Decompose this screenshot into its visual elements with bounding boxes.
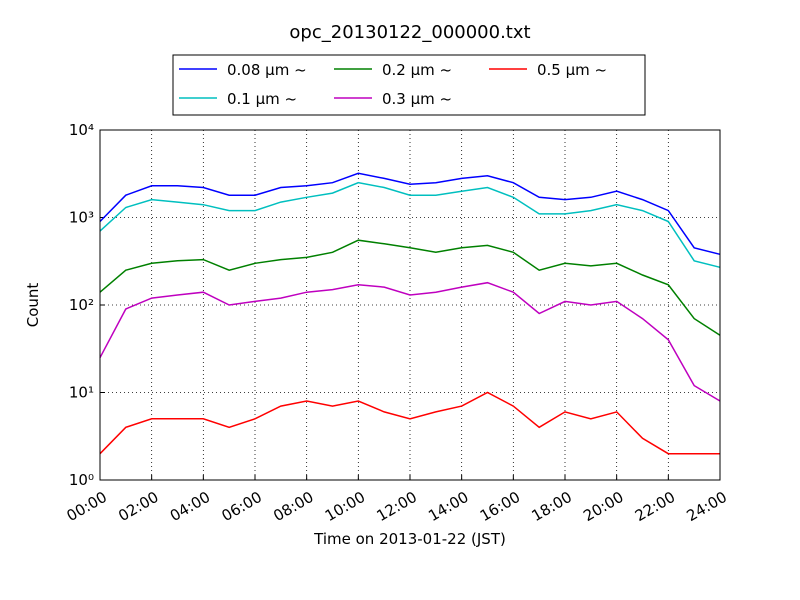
legend-label: 0.5 μm ~ (537, 61, 607, 79)
legend-label: 0.3 μm ~ (382, 90, 452, 108)
legend-label: 0.08 μm ~ (227, 61, 307, 79)
legend-label: 0.2 μm ~ (382, 61, 452, 79)
series-line (99, 391, 720, 455)
y-tick-label: 10³ (69, 209, 94, 227)
plot-frame (99, 129, 721, 481)
y-tick-label: 10¹ (69, 384, 94, 402)
series-line (99, 281, 721, 402)
legend-box (172, 54, 646, 116)
y-tick-label: 10⁴ (69, 121, 94, 139)
series-line (99, 172, 721, 256)
y-tick-label: 10⁰ (69, 471, 94, 489)
legend-label: 0.1 μm ~ (227, 90, 297, 108)
y-axis-label: Count (24, 283, 42, 328)
x-axis-label: Time on 2013-01-22 (JST) (313, 530, 506, 548)
y-tick-label: 10² (69, 296, 94, 314)
series-line (99, 181, 721, 269)
chart-title: opc_20130122_000000.txt (289, 22, 530, 43)
series-line (99, 239, 721, 336)
